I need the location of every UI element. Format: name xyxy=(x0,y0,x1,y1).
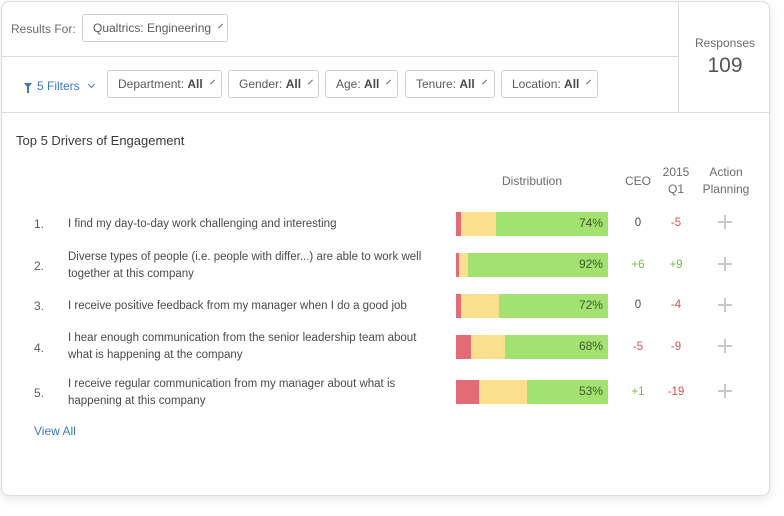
filter-value: All xyxy=(285,77,302,91)
column-header-q1: 2015 Q1 xyxy=(658,164,694,198)
q1-delta: -4 xyxy=(670,299,682,311)
chevron-down-icon xyxy=(386,79,392,85)
responses-label: Responses xyxy=(694,36,756,50)
bar-percent-label: 74% xyxy=(578,216,603,230)
chevron-down-icon xyxy=(218,23,224,29)
row-number: 5. xyxy=(34,386,45,400)
add-action-plan-icon[interactable] xyxy=(718,257,732,271)
ceo-delta: -5 xyxy=(632,341,644,353)
column-header-action-line1: Action xyxy=(709,165,743,179)
filter-department[interactable]: Department: All xyxy=(107,70,222,98)
filter-name: Location: xyxy=(512,77,561,91)
filters-divider xyxy=(2,112,769,113)
ceo-delta: 0 xyxy=(634,217,642,229)
results-for-label: Results For: xyxy=(11,22,76,36)
filter-age[interactable]: Age: All xyxy=(325,70,398,98)
bar-segment-favorable: 53% xyxy=(527,380,608,404)
results-for-dropdown[interactable]: Qualtrics: Engineering xyxy=(82,14,228,42)
ceo-delta: +6 xyxy=(631,259,645,271)
row-number: 2. xyxy=(34,259,45,273)
bar-segment-favorable: 92% xyxy=(468,253,608,277)
bar-segment-favorable: 68% xyxy=(504,335,608,359)
q1-delta: -9 xyxy=(670,341,682,353)
bar-segment-neutral xyxy=(459,253,469,277)
q1-delta: -19 xyxy=(667,386,685,398)
chevron-down-icon xyxy=(586,79,592,85)
bar-percent-label: 68% xyxy=(578,339,603,353)
filter-name: Gender: xyxy=(239,77,283,91)
filter-value: All xyxy=(564,77,580,91)
results-for-value: Qualtrics: Engineering xyxy=(93,21,212,35)
ceo-delta: 0 xyxy=(634,299,642,311)
q1-delta: -5 xyxy=(670,217,682,229)
row-number: 3. xyxy=(34,299,45,313)
filter-location[interactable]: Location: All xyxy=(501,70,598,98)
filter-value: All xyxy=(459,77,475,91)
bar-percent-label: 92% xyxy=(578,257,603,271)
bar-segment-favorable: 74% xyxy=(495,212,608,236)
distribution-bar: 53% xyxy=(456,380,608,404)
bar-segment-unfavorable xyxy=(456,380,479,404)
filter-value: All xyxy=(187,77,203,91)
chevron-down-icon xyxy=(209,79,215,85)
chevron-down-icon xyxy=(481,79,487,85)
ceo-delta: +1 xyxy=(631,386,645,398)
distribution-bar: 74% xyxy=(456,212,608,236)
row-question: I find my day-to-day work challenging an… xyxy=(68,218,337,230)
column-header-distribution: Distribution xyxy=(501,174,563,188)
filter-name: Department: xyxy=(118,77,185,91)
column-header-q1-quarter: Q1 xyxy=(667,182,684,196)
engagement-card: Results For: Qualtrics: Engineering 5 Fi… xyxy=(1,1,770,496)
bar-segment-neutral xyxy=(460,294,499,318)
filter-icon xyxy=(24,82,32,93)
bar-segment-unfavorable xyxy=(456,335,472,359)
bar-segment-unfavorable xyxy=(456,253,460,277)
chevron-down-icon xyxy=(87,80,95,88)
section-title: Top 5 Drivers of Engagement xyxy=(16,133,185,148)
header-divider xyxy=(2,56,678,57)
filters-toggle[interactable]: 5 Filters xyxy=(24,79,95,93)
distribution-bar: 68% xyxy=(456,335,608,359)
filter-value: All xyxy=(364,77,380,91)
add-action-plan-icon[interactable] xyxy=(718,384,732,398)
distribution-bar: 72% xyxy=(456,294,608,318)
add-action-plan-icon[interactable] xyxy=(718,298,732,312)
row-question: I receive regular communication from my … xyxy=(68,378,396,407)
add-action-plan-icon[interactable] xyxy=(718,215,732,229)
q1-delta: +9 xyxy=(669,259,683,271)
row-question: Diverse types of people (i.e. people wit… xyxy=(68,251,422,280)
bar-percent-label: 53% xyxy=(578,384,603,398)
add-action-plan-icon[interactable] xyxy=(718,339,732,353)
bar-segment-neutral xyxy=(478,380,528,404)
row-question: I receive positive feedback from my mana… xyxy=(68,300,407,312)
bar-segment-unfavorable xyxy=(456,294,461,318)
bar-percent-label: 72% xyxy=(578,298,603,312)
bar-segment-unfavorable xyxy=(456,212,461,236)
distribution-bar: 92% xyxy=(456,253,608,277)
column-header-action-line2: Planning xyxy=(702,182,750,196)
bar-segment-favorable: 72% xyxy=(498,294,608,318)
filter-gender[interactable]: Gender: All xyxy=(228,70,319,98)
responses-count: 109 xyxy=(707,54,743,77)
filters-summary: 5 Filters xyxy=(37,79,80,93)
header-divider-vertical xyxy=(678,2,679,112)
row-number: 4. xyxy=(34,341,45,355)
row-number: 1. xyxy=(34,217,45,231)
filter-name: Age: xyxy=(336,77,361,91)
view-all-link[interactable]: View All xyxy=(34,424,76,438)
filter-name: Tenure: xyxy=(416,77,457,91)
column-header-action-planning: Action Planning xyxy=(698,164,754,198)
filter-tenure[interactable]: Tenure: All xyxy=(405,70,495,98)
chevron-down-icon xyxy=(308,79,314,85)
row-question: I hear enough communication from the sen… xyxy=(68,332,417,361)
column-header-ceo: CEO xyxy=(624,174,651,188)
bar-segment-neutral xyxy=(460,212,496,236)
bar-segment-neutral xyxy=(471,335,505,359)
column-header-q1-year: 2015 xyxy=(662,165,690,179)
